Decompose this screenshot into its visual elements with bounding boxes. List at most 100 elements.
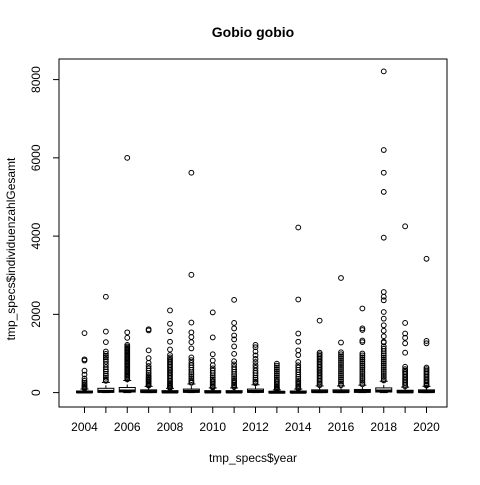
outlier-point xyxy=(338,370,344,377)
y-tick-label: 0 xyxy=(29,389,43,396)
outlier-point xyxy=(124,334,131,341)
outlier-point xyxy=(402,363,409,370)
outlier-point xyxy=(380,333,387,340)
outlier-point xyxy=(145,359,152,366)
outlier-point xyxy=(380,234,387,241)
x-tick-label: 2010 xyxy=(199,420,226,434)
outlier-point xyxy=(188,354,195,361)
outlier-point xyxy=(188,329,195,336)
outlier-point xyxy=(359,350,366,357)
outlier-point xyxy=(231,371,238,378)
outlier-point xyxy=(231,296,238,303)
outlier-point xyxy=(338,368,344,375)
outlier-point xyxy=(359,374,366,380)
outlier-point xyxy=(295,224,302,231)
outlier-point xyxy=(102,293,109,300)
outlier-point xyxy=(124,329,131,336)
outlier-point xyxy=(273,366,280,373)
x-tick-label: 2020 xyxy=(413,420,440,434)
outlier-point xyxy=(209,309,216,316)
outlier-point xyxy=(167,307,173,314)
outlier-point xyxy=(359,366,366,373)
outlier-point xyxy=(102,328,109,335)
outlier-point xyxy=(273,364,280,371)
outlier-point xyxy=(167,352,173,358)
x-tick-label: 2006 xyxy=(114,420,141,434)
outlier-point xyxy=(380,364,387,371)
box-2005 xyxy=(97,293,115,394)
outlier-point xyxy=(380,315,387,322)
y-tick-label: 8000 xyxy=(29,66,43,93)
outlier-point xyxy=(273,362,280,369)
x-axis-label: tmp_specs$year xyxy=(209,451,297,465)
outlier-point xyxy=(188,271,195,278)
outlier-point xyxy=(338,382,344,389)
outlier-point xyxy=(295,352,302,358)
outlier-point xyxy=(295,330,302,337)
outlier-point xyxy=(380,322,387,329)
outlier-point xyxy=(338,357,344,364)
outlier-point xyxy=(380,358,387,365)
outlier-point xyxy=(231,350,238,357)
outlier-point xyxy=(102,339,109,346)
outlier-point xyxy=(359,362,366,369)
outlier-point xyxy=(402,223,409,230)
outlier-point xyxy=(167,328,173,335)
outlier-point xyxy=(380,339,387,346)
box-2006 xyxy=(118,154,136,394)
outlier-point xyxy=(380,297,387,304)
outlier-point xyxy=(380,309,387,315)
outlier-point xyxy=(81,357,88,364)
outlier-point xyxy=(338,363,344,369)
outlier-point xyxy=(188,334,195,340)
outlier-point xyxy=(359,372,366,378)
outlier-point xyxy=(380,68,387,75)
outlier-point xyxy=(359,376,366,382)
outlier-point xyxy=(167,320,173,327)
outlier-point xyxy=(380,377,387,384)
x-tick-label: 2016 xyxy=(328,420,355,434)
outlier-point xyxy=(359,377,366,384)
outlier-point xyxy=(338,351,344,358)
y-tick-label: 4000 xyxy=(29,222,43,249)
outlier-point xyxy=(359,368,366,374)
outlier-point xyxy=(423,255,430,262)
outlier-point xyxy=(402,349,409,356)
outlier-point xyxy=(359,358,366,365)
outlier-point xyxy=(188,371,195,378)
outlier-point xyxy=(402,340,409,347)
outlier-point xyxy=(423,338,430,344)
chart-title: Gobio gobio xyxy=(212,24,294,40)
box-2012 xyxy=(247,341,264,394)
outlier-point xyxy=(252,376,259,383)
outlier-point xyxy=(124,154,131,161)
outlier-point xyxy=(252,362,259,369)
box-2013 xyxy=(268,360,286,394)
outlier-point xyxy=(359,356,366,363)
x-tick-label: 2018 xyxy=(370,420,397,434)
outlier-point xyxy=(273,386,280,393)
outlier-point xyxy=(188,169,195,176)
outlier-point xyxy=(338,376,344,383)
outlier-point xyxy=(380,293,387,300)
outlier-point xyxy=(380,356,387,363)
outlier-point xyxy=(338,367,344,373)
box-series xyxy=(76,68,435,394)
outlier-point xyxy=(252,341,259,348)
outlier-point xyxy=(380,374,387,380)
outlier-point xyxy=(102,350,109,357)
outlier-point xyxy=(145,327,152,334)
outlier-point xyxy=(359,364,366,371)
outlier-point xyxy=(252,374,259,381)
outlier-point xyxy=(359,354,366,361)
x-axis: 2004 2006 2008 2010 2012 2014 2016 2018 2020 xyxy=(71,406,440,434)
outlier-point xyxy=(295,347,302,354)
outlier-point xyxy=(145,347,152,354)
outlier-point xyxy=(380,354,387,361)
outlier-point xyxy=(188,345,195,352)
outlier-point xyxy=(252,380,259,387)
outlier-point xyxy=(102,370,109,377)
outlier-point xyxy=(338,374,344,381)
outlier-point xyxy=(209,351,216,358)
